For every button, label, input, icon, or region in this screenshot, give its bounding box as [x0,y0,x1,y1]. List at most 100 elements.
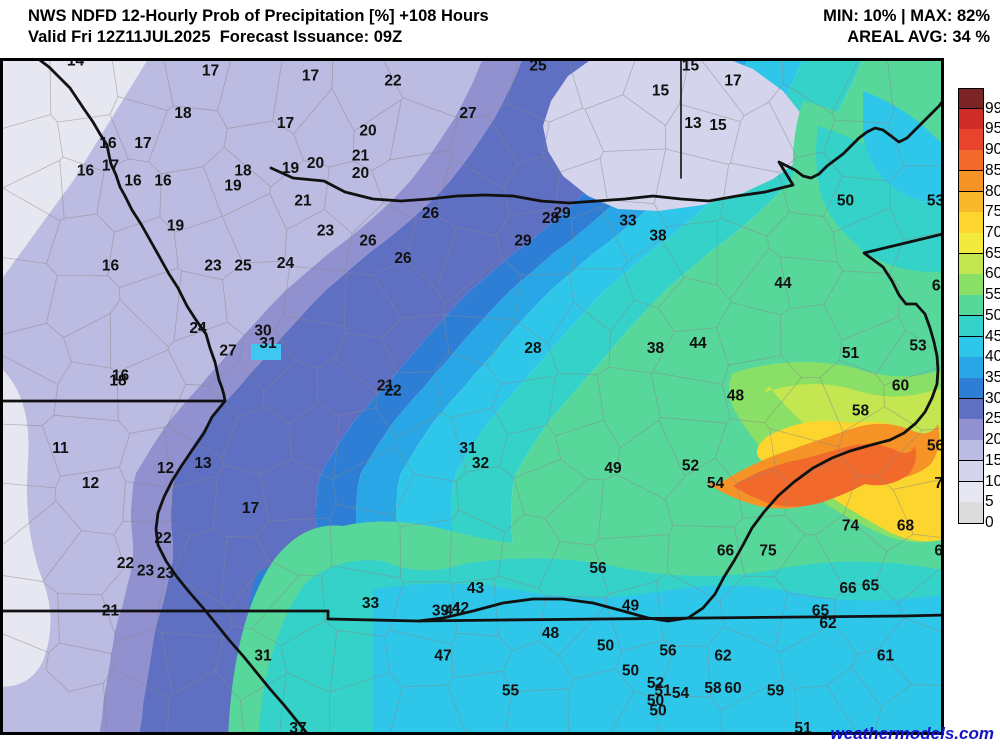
svg-text:43: 43 [467,580,485,597]
svg-text:22: 22 [154,530,171,547]
svg-text:17: 17 [134,135,151,152]
svg-text:22: 22 [384,383,401,400]
svg-text:19: 19 [282,160,300,177]
svg-text:56: 56 [927,438,944,455]
svg-text:17: 17 [202,63,219,80]
svg-text:66: 66 [934,543,944,560]
svg-text:24: 24 [189,320,207,337]
svg-text:16: 16 [102,258,120,275]
svg-text:61: 61 [877,648,895,665]
svg-text:13: 13 [684,115,702,132]
svg-text:26: 26 [359,233,377,250]
svg-text:18: 18 [109,373,127,390]
svg-text:12: 12 [82,475,99,492]
svg-text:38: 38 [649,228,667,245]
svg-text:55: 55 [502,683,520,700]
svg-text:54: 54 [672,685,690,702]
svg-text:32: 32 [472,455,489,472]
svg-text:17: 17 [277,115,294,132]
svg-text:49: 49 [604,460,622,477]
svg-text:15: 15 [652,83,670,100]
svg-text:23: 23 [137,563,155,580]
svg-text:31: 31 [254,648,272,665]
svg-text:20: 20 [359,123,376,140]
svg-text:62: 62 [819,615,836,632]
svg-text:44: 44 [689,335,707,352]
svg-text:15: 15 [709,117,727,134]
svg-text:58: 58 [704,680,722,697]
svg-text:44: 44 [774,275,792,292]
svg-text:48: 48 [727,388,745,405]
svg-text:29: 29 [553,205,571,222]
svg-text:19: 19 [167,218,185,235]
svg-text:22: 22 [384,73,401,90]
svg-text:17: 17 [102,158,119,175]
svg-text:49: 49 [622,598,640,615]
svg-text:21: 21 [294,193,312,210]
svg-text:56: 56 [589,560,607,577]
svg-text:68: 68 [897,518,915,535]
svg-text:29: 29 [514,233,532,250]
svg-text:53: 53 [927,193,944,210]
svg-text:47: 47 [434,648,451,665]
svg-text:48: 48 [542,625,560,642]
svg-text:52: 52 [682,458,699,475]
svg-text:75: 75 [759,543,777,560]
svg-text:33: 33 [362,595,380,612]
svg-text:14: 14 [67,61,85,70]
svg-text:17: 17 [724,73,741,90]
svg-text:74: 74 [842,518,860,535]
svg-text:20: 20 [352,165,369,182]
svg-text:23: 23 [317,223,335,240]
svg-text:18: 18 [174,105,192,122]
svg-text:17: 17 [302,68,319,85]
svg-text:51: 51 [842,345,860,362]
svg-text:54: 54 [707,475,725,492]
svg-text:51: 51 [794,720,812,735]
svg-text:50: 50 [622,663,639,680]
svg-text:62: 62 [714,648,731,665]
svg-text:50: 50 [597,638,614,655]
svg-text:66: 66 [839,580,857,597]
svg-text:72: 72 [934,475,944,492]
svg-text:28: 28 [524,340,542,357]
svg-text:42: 42 [452,600,469,617]
svg-text:19: 19 [224,178,242,195]
svg-text:25: 25 [529,61,547,75]
svg-text:65: 65 [862,578,880,595]
svg-text:11: 11 [52,440,69,457]
svg-text:16: 16 [99,135,117,152]
svg-text:22: 22 [117,555,134,572]
svg-text:13: 13 [194,455,212,472]
svg-text:53: 53 [909,338,927,355]
svg-text:60: 60 [892,378,909,395]
svg-text:66: 66 [717,543,735,560]
svg-text:31: 31 [259,335,277,352]
svg-text:21: 21 [352,148,370,165]
svg-text:38: 38 [647,340,665,357]
svg-text:27: 27 [459,105,476,122]
svg-text:17: 17 [242,500,259,517]
svg-text:64: 64 [932,278,944,295]
svg-text:26: 26 [394,250,412,267]
svg-text:37: 37 [289,720,306,735]
svg-text:23: 23 [157,565,175,582]
svg-text:59: 59 [767,683,785,700]
svg-text:16: 16 [77,163,95,180]
svg-text:23: 23 [204,258,222,275]
svg-text:25: 25 [234,258,252,275]
svg-text:56: 56 [659,643,677,660]
svg-text:16: 16 [154,173,172,190]
svg-text:27: 27 [219,343,236,360]
svg-text:50: 50 [649,703,666,720]
svg-text:26: 26 [422,205,440,222]
svg-text:33: 33 [619,213,637,230]
svg-text:21: 21 [102,603,120,620]
svg-text:60: 60 [724,680,741,697]
svg-text:58: 58 [852,403,870,420]
svg-text:16: 16 [124,173,142,190]
svg-text:15: 15 [682,61,700,75]
svg-text:12: 12 [157,460,174,477]
svg-text:20: 20 [307,155,324,172]
svg-text:24: 24 [277,255,295,272]
